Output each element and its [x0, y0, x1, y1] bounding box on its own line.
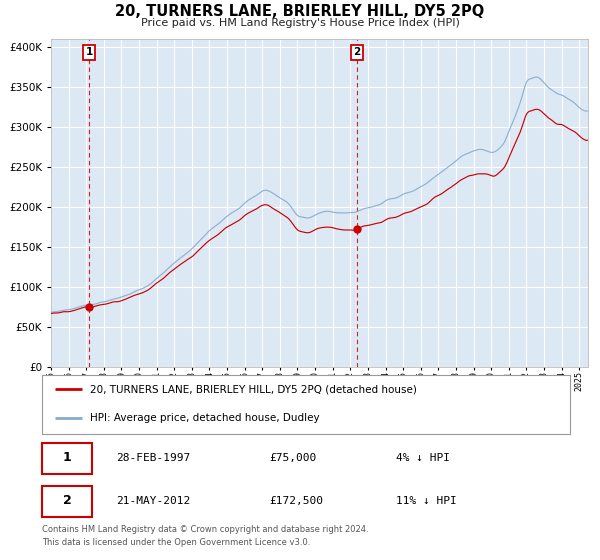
- Text: 2: 2: [353, 48, 361, 57]
- Text: Contains HM Land Registry data © Crown copyright and database right 2024.
This d: Contains HM Land Registry data © Crown c…: [42, 525, 368, 547]
- Text: 2: 2: [63, 494, 72, 507]
- Text: 20, TURNERS LANE, BRIERLEY HILL, DY5 2PQ: 20, TURNERS LANE, BRIERLEY HILL, DY5 2PQ: [115, 4, 485, 19]
- FancyBboxPatch shape: [42, 486, 92, 517]
- FancyBboxPatch shape: [42, 443, 92, 474]
- Text: 4% ↓ HPI: 4% ↓ HPI: [396, 453, 450, 463]
- Text: 11% ↓ HPI: 11% ↓ HPI: [396, 496, 457, 506]
- Text: 1: 1: [85, 48, 92, 57]
- Text: 1: 1: [63, 451, 72, 464]
- Text: 28-FEB-1997: 28-FEB-1997: [116, 453, 190, 463]
- Text: £172,500: £172,500: [269, 496, 323, 506]
- Text: HPI: Average price, detached house, Dudley: HPI: Average price, detached house, Dudl…: [89, 413, 319, 423]
- Text: 20, TURNERS LANE, BRIERLEY HILL, DY5 2PQ (detached house): 20, TURNERS LANE, BRIERLEY HILL, DY5 2PQ…: [89, 384, 416, 394]
- Text: £75,000: £75,000: [269, 453, 316, 463]
- Text: 21-MAY-2012: 21-MAY-2012: [116, 496, 190, 506]
- Text: Price paid vs. HM Land Registry's House Price Index (HPI): Price paid vs. HM Land Registry's House …: [140, 18, 460, 29]
